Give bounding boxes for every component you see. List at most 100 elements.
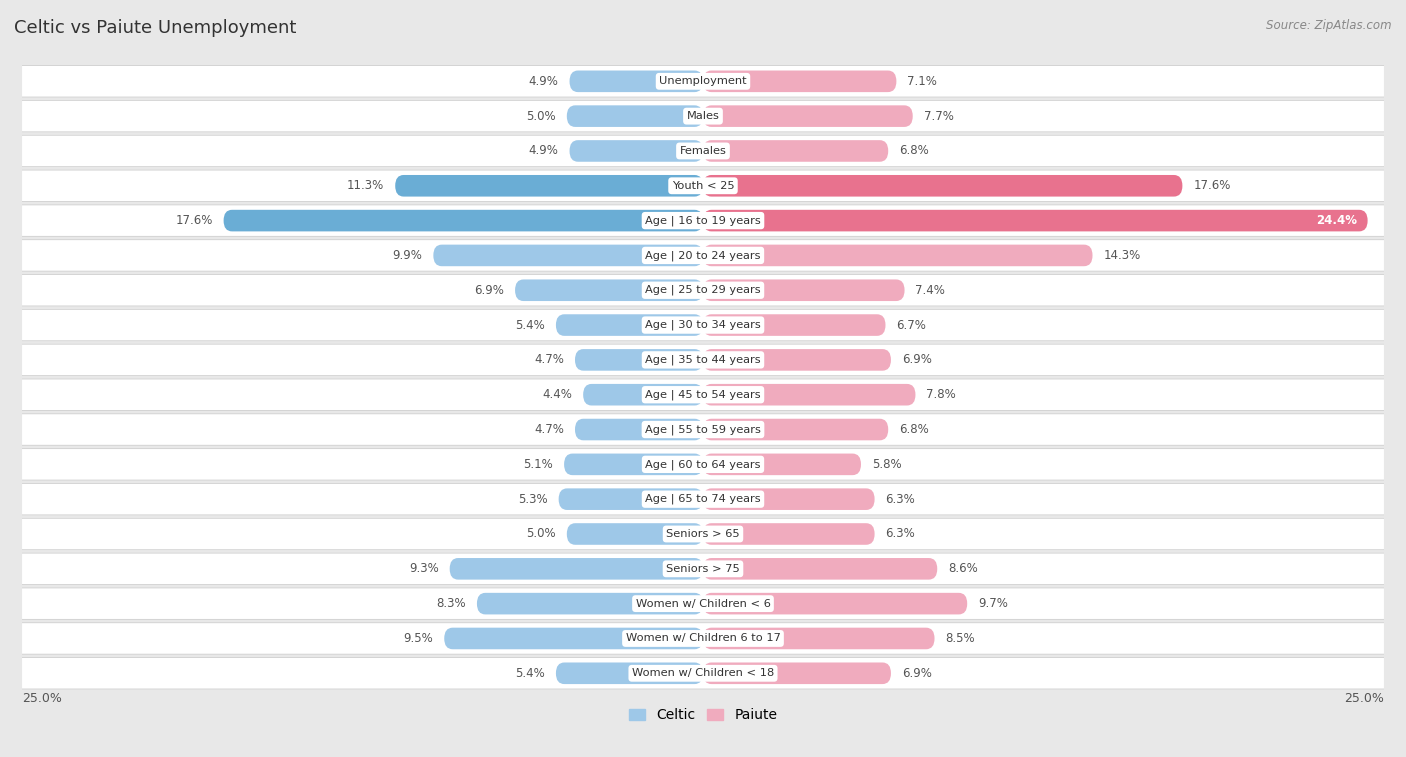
FancyBboxPatch shape (22, 623, 1384, 654)
FancyBboxPatch shape (575, 419, 703, 441)
FancyBboxPatch shape (515, 279, 703, 301)
Legend: Celtic, Paiute: Celtic, Paiute (628, 708, 778, 722)
Text: 6.3%: 6.3% (886, 493, 915, 506)
Text: 6.3%: 6.3% (886, 528, 915, 540)
Text: 6.9%: 6.9% (474, 284, 505, 297)
FancyBboxPatch shape (20, 65, 1386, 98)
Text: 7.1%: 7.1% (907, 75, 938, 88)
FancyBboxPatch shape (22, 205, 1384, 236)
Text: Seniors > 65: Seniors > 65 (666, 529, 740, 539)
FancyBboxPatch shape (703, 558, 938, 580)
FancyBboxPatch shape (20, 170, 1386, 202)
Text: 6.8%: 6.8% (898, 423, 929, 436)
FancyBboxPatch shape (22, 553, 1384, 584)
FancyBboxPatch shape (433, 245, 703, 266)
FancyBboxPatch shape (703, 523, 875, 545)
FancyBboxPatch shape (20, 448, 1386, 481)
Text: 5.3%: 5.3% (519, 493, 548, 506)
Text: Youth < 25: Youth < 25 (672, 181, 734, 191)
Text: 5.1%: 5.1% (523, 458, 553, 471)
FancyBboxPatch shape (703, 593, 967, 615)
FancyBboxPatch shape (703, 349, 891, 371)
FancyBboxPatch shape (703, 384, 915, 406)
FancyBboxPatch shape (20, 413, 1386, 446)
FancyBboxPatch shape (450, 558, 703, 580)
FancyBboxPatch shape (22, 449, 1384, 480)
FancyBboxPatch shape (224, 210, 703, 232)
Text: Women w/ Children 6 to 17: Women w/ Children 6 to 17 (626, 634, 780, 643)
Text: 17.6%: 17.6% (176, 214, 212, 227)
FancyBboxPatch shape (703, 245, 1092, 266)
FancyBboxPatch shape (20, 483, 1386, 516)
FancyBboxPatch shape (20, 553, 1386, 585)
Text: 7.7%: 7.7% (924, 110, 953, 123)
FancyBboxPatch shape (22, 170, 1384, 201)
Text: 8.6%: 8.6% (948, 562, 979, 575)
Text: 4.4%: 4.4% (543, 388, 572, 401)
FancyBboxPatch shape (22, 414, 1384, 445)
Text: 7.8%: 7.8% (927, 388, 956, 401)
FancyBboxPatch shape (22, 344, 1384, 375)
Text: 4.7%: 4.7% (534, 354, 564, 366)
Text: 5.8%: 5.8% (872, 458, 901, 471)
Text: 9.5%: 9.5% (404, 632, 433, 645)
FancyBboxPatch shape (703, 662, 891, 684)
Text: Females: Females (679, 146, 727, 156)
Text: 6.9%: 6.9% (901, 667, 932, 680)
FancyBboxPatch shape (20, 622, 1386, 655)
Text: Age | 16 to 19 years: Age | 16 to 19 years (645, 215, 761, 226)
Text: Age | 65 to 74 years: Age | 65 to 74 years (645, 494, 761, 504)
FancyBboxPatch shape (20, 518, 1386, 550)
FancyBboxPatch shape (22, 588, 1384, 619)
Text: 24.4%: 24.4% (1316, 214, 1357, 227)
Text: Age | 55 to 59 years: Age | 55 to 59 years (645, 424, 761, 435)
Text: 4.7%: 4.7% (534, 423, 564, 436)
Text: Age | 60 to 64 years: Age | 60 to 64 years (645, 459, 761, 469)
Text: 25.0%: 25.0% (1344, 693, 1384, 706)
Text: Age | 20 to 24 years: Age | 20 to 24 years (645, 250, 761, 260)
FancyBboxPatch shape (395, 175, 703, 197)
FancyBboxPatch shape (20, 657, 1386, 690)
FancyBboxPatch shape (569, 140, 703, 162)
FancyBboxPatch shape (22, 484, 1384, 515)
Text: 5.0%: 5.0% (526, 110, 555, 123)
FancyBboxPatch shape (20, 378, 1386, 411)
FancyBboxPatch shape (583, 384, 703, 406)
FancyBboxPatch shape (564, 453, 703, 475)
Text: Age | 35 to 44 years: Age | 35 to 44 years (645, 354, 761, 365)
FancyBboxPatch shape (22, 66, 1384, 97)
Text: 5.0%: 5.0% (526, 528, 555, 540)
FancyBboxPatch shape (703, 70, 897, 92)
Text: Seniors > 75: Seniors > 75 (666, 564, 740, 574)
Text: 6.7%: 6.7% (897, 319, 927, 332)
FancyBboxPatch shape (569, 70, 703, 92)
FancyBboxPatch shape (703, 105, 912, 127)
FancyBboxPatch shape (703, 140, 889, 162)
FancyBboxPatch shape (555, 662, 703, 684)
FancyBboxPatch shape (20, 100, 1386, 132)
Text: 25.0%: 25.0% (22, 693, 62, 706)
Text: 8.5%: 8.5% (945, 632, 974, 645)
FancyBboxPatch shape (20, 274, 1386, 307)
FancyBboxPatch shape (703, 628, 935, 650)
FancyBboxPatch shape (22, 379, 1384, 410)
Text: Women w/ Children < 6: Women w/ Children < 6 (636, 599, 770, 609)
FancyBboxPatch shape (22, 136, 1384, 167)
FancyBboxPatch shape (22, 240, 1384, 271)
FancyBboxPatch shape (558, 488, 703, 510)
Text: Age | 30 to 34 years: Age | 30 to 34 years (645, 319, 761, 330)
Text: Unemployment: Unemployment (659, 76, 747, 86)
Text: 14.3%: 14.3% (1104, 249, 1140, 262)
FancyBboxPatch shape (20, 344, 1386, 376)
FancyBboxPatch shape (22, 310, 1384, 341)
FancyBboxPatch shape (20, 204, 1386, 237)
FancyBboxPatch shape (477, 593, 703, 615)
FancyBboxPatch shape (22, 275, 1384, 306)
FancyBboxPatch shape (22, 519, 1384, 550)
FancyBboxPatch shape (20, 587, 1386, 620)
FancyBboxPatch shape (20, 309, 1386, 341)
Text: 6.9%: 6.9% (901, 354, 932, 366)
Text: Age | 25 to 29 years: Age | 25 to 29 years (645, 285, 761, 295)
FancyBboxPatch shape (567, 523, 703, 545)
Text: Males: Males (686, 111, 720, 121)
